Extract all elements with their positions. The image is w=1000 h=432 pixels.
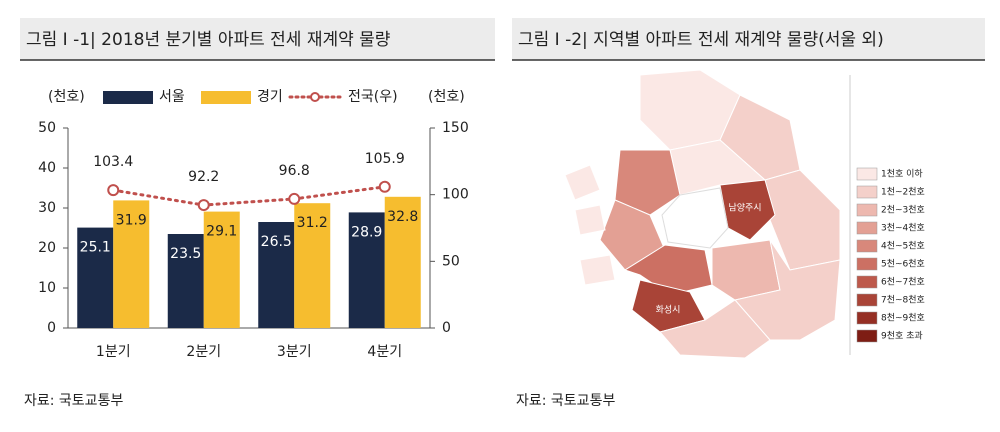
legend-label: 7천~8천호 <box>881 295 925 306</box>
legend-label: 1천~2천호 <box>881 187 925 198</box>
y-tick-label: 0 <box>47 320 56 336</box>
data-label: 96.8 <box>279 163 310 179</box>
x-tick-label: 4분기 <box>367 344 402 360</box>
y-tick-label: 20 <box>38 240 56 256</box>
data-label: 32.8 <box>387 209 418 225</box>
legend-label: 서울 <box>159 89 185 105</box>
legend-label: 6천~7천호 <box>881 277 925 288</box>
data-label: 105.9 <box>365 151 405 167</box>
bar <box>167 234 204 328</box>
region <box>564 164 601 201</box>
legend-label: 9천호 초과 <box>881 331 923 342</box>
y-tick-label: 10 <box>38 280 56 296</box>
x-tick-label: 3분기 <box>277 344 312 360</box>
line <box>111 185 387 207</box>
legend-swatch <box>856 311 878 325</box>
legend-label: 8천~9천호 <box>881 313 925 324</box>
legend-swatch <box>201 91 251 104</box>
y-tick-label: 50 <box>38 120 56 136</box>
legend-label: 5천~6천호 <box>881 259 925 270</box>
bar <box>258 222 295 328</box>
bar <box>203 211 240 328</box>
legend-swatch <box>856 203 878 217</box>
map-title: 그림 Ⅰ -2| 지역별 아파트 전세 재계약 물량(서울 외) <box>518 30 884 50</box>
line-marker <box>197 199 210 212</box>
y-axis-label: (천호) <box>48 89 85 105</box>
title-bar <box>512 18 985 60</box>
y-tick-label: 40 <box>38 160 56 176</box>
legend-swatch <box>856 293 878 307</box>
seoul <box>661 187 729 249</box>
legend-swatch <box>856 185 878 199</box>
legend-swatch <box>856 329 878 343</box>
region-label: 화성시 <box>656 305 681 316</box>
data-label: 26.5 <box>261 234 292 250</box>
title-bar <box>20 18 495 60</box>
y2-tick-label: 0 <box>442 320 451 336</box>
region <box>711 239 781 301</box>
bar <box>77 227 114 328</box>
line-marker <box>107 184 120 197</box>
bar <box>348 212 385 328</box>
legend-swatch <box>856 257 878 271</box>
y2-tick-label: 50 <box>442 253 460 269</box>
data-label: 25.1 <box>80 240 111 256</box>
bar <box>113 200 150 328</box>
legend-label: 3천~4천호 <box>881 223 925 234</box>
bar <box>384 196 421 328</box>
legend-swatch <box>856 167 878 181</box>
region <box>579 254 616 286</box>
data-label: 92.2 <box>188 169 219 185</box>
source: 자료: 국토교통부 <box>24 393 123 409</box>
data-label: 31.9 <box>116 212 147 228</box>
region <box>734 239 841 341</box>
bar <box>294 203 331 328</box>
legend-label: 2천~3천호 <box>881 205 925 216</box>
y2-tick-label: 100 <box>442 187 469 203</box>
source: 자료: 국토교통부 <box>516 393 615 409</box>
y-tick-label: 30 <box>38 200 56 216</box>
legend-swatch <box>103 91 153 104</box>
map <box>564 69 841 359</box>
legend-swatch <box>856 239 878 253</box>
data-label: 28.9 <box>351 224 382 240</box>
line-marker <box>288 192 301 205</box>
legend-marker <box>310 92 320 102</box>
region <box>574 204 606 236</box>
data-label: 103.4 <box>93 154 133 170</box>
legend-label: 전국(우) <box>348 89 398 105</box>
legend-label: 1천호 이하 <box>881 169 923 180</box>
legend-swatch <box>856 221 878 235</box>
x-tick-label: 1분기 <box>96 344 131 360</box>
data-label: 29.1 <box>206 224 237 240</box>
region-label: 남양주시 <box>728 203 761 214</box>
data-label: 23.5 <box>170 246 201 262</box>
region <box>659 299 771 359</box>
x-tick-label: 2분기 <box>186 344 221 360</box>
legend-label: 경기 <box>257 89 283 105</box>
y2-tick-label: 150 <box>442 120 469 136</box>
chart-title: 그림 Ⅰ -1| 2018년 분기별 아파트 전세 재계약 물량 <box>26 30 391 50</box>
legend-swatch <box>856 275 878 289</box>
region <box>614 149 681 216</box>
y2-axis-label: (천호) <box>428 89 465 105</box>
line-marker <box>378 180 391 193</box>
data-label: 31.2 <box>297 215 328 231</box>
legend-label: 4천~5천호 <box>881 241 925 252</box>
